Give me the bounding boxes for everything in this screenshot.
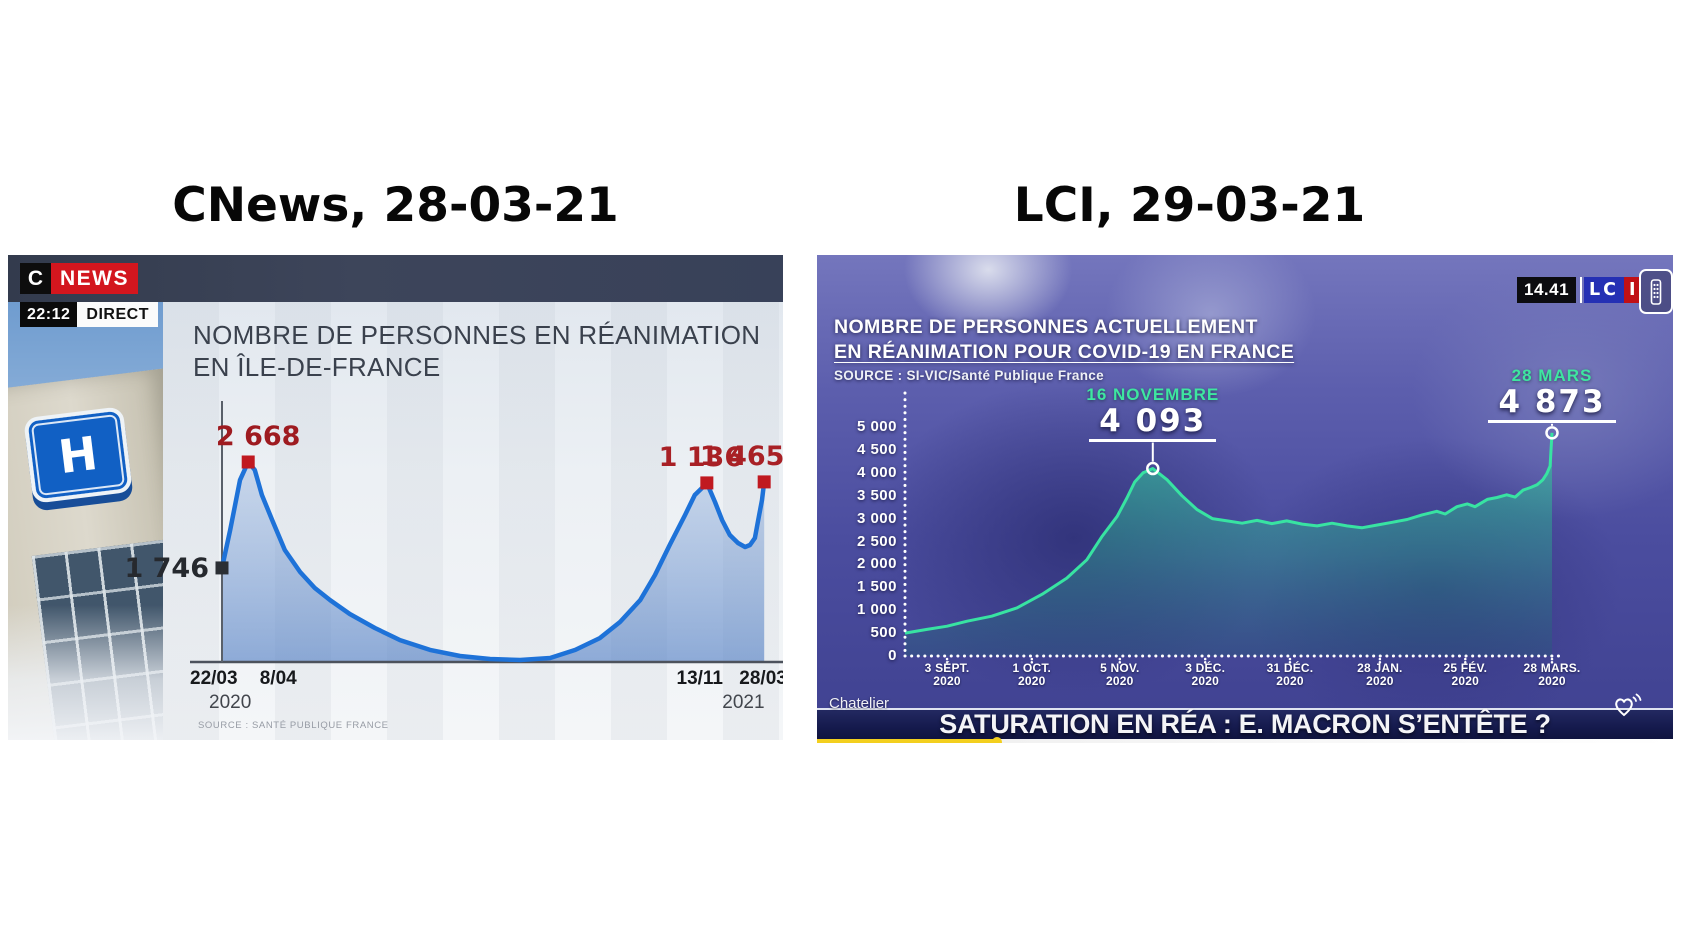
lci-chart bbox=[903, 391, 1567, 667]
chart-source: SOURCE : SANTÉ PUBLIQUE FRANCE bbox=[198, 720, 389, 731]
peak-date-label: 16 NOVEMBRE bbox=[1086, 384, 1220, 404]
cnews-topbar: C NEWS bbox=[8, 255, 783, 302]
chart-title: NOMBRE DE PERSONNES ACTUELLEMENT EN RÉAN… bbox=[834, 315, 1294, 365]
x-axis-label: 22/03 bbox=[190, 668, 238, 689]
x-axis-label: 8/04 bbox=[259, 668, 297, 689]
peak-value-label: 4 873 bbox=[1488, 385, 1616, 423]
ticker-progress-dot bbox=[991, 737, 1002, 743]
cnews-logo-news: NEWS bbox=[51, 263, 138, 294]
data-point-label: 1 465 bbox=[699, 440, 783, 472]
peak-date-label: 28 MARS bbox=[1511, 365, 1593, 385]
x-axis-label: 5 NOV. 2020 bbox=[1100, 661, 1140, 688]
y-axis-label: 4 000 bbox=[856, 463, 897, 481]
y-axis-label: 500 bbox=[870, 624, 897, 642]
caption-lci: LCI, 29-03-21 bbox=[1013, 178, 1366, 233]
cnews-logo: C NEWS bbox=[20, 263, 138, 294]
data-point-label: 2 668 bbox=[215, 421, 301, 452]
chart-title: NOMBRE DE PERSONNES EN RÉANIMATION EN ÎL… bbox=[193, 319, 760, 383]
x-axis-labels: 3 SÉPT. 2020 1 OCT. 2020 5 NOV. 2020 3 DÉC. 202… bbox=[817, 255, 1673, 743]
chart-title-line1: NOMBRE DE PERSONNES ACTUELLEMENT bbox=[834, 316, 1258, 338]
x-axis-label: 28/03 bbox=[739, 668, 783, 689]
cnews-chart bbox=[190, 401, 783, 664]
y-axis-labels: 5 000 4 500 4 000 3 500 3 000 2 500 2 000 1 500… bbox=[817, 255, 1673, 743]
cnews-logo-c: C bbox=[20, 263, 51, 294]
ticker-progress-fill bbox=[817, 739, 997, 743]
chart-title-line2: EN RÉANIMATION POUR COVID-19 EN FRANCE bbox=[834, 341, 1295, 363]
heart-icon bbox=[1611, 691, 1643, 724]
x-axis-year: 2020 bbox=[209, 692, 252, 713]
x-axis-label: 3 SÉPT. 2020 bbox=[924, 661, 970, 688]
lci-screenshot: NOMBRE DE PERSONNES ACTUELLEMENT EN RÉAN… bbox=[817, 255, 1673, 743]
data-point-label: 1 136 bbox=[658, 441, 744, 473]
y-axis-label: 2 500 bbox=[856, 532, 897, 550]
lci-logo-red: I bbox=[1624, 277, 1641, 303]
x-axis-label: 1 OCT. 2020 bbox=[1012, 661, 1052, 688]
chart-title-line1: NOMBRE DE PERSONNES EN RÉANIMATION bbox=[193, 320, 761, 350]
y-axis-label: 0 bbox=[888, 647, 897, 664]
peak-annotation: 16 NOVEMBRE 4 093 bbox=[1043, 385, 1263, 442]
remote-control-icon bbox=[1639, 269, 1673, 314]
x-axis-label: 13/11 bbox=[676, 668, 724, 689]
peak-value-label: 4 093 bbox=[1089, 404, 1217, 442]
y-axis-label: 1 000 bbox=[856, 601, 897, 619]
y-axis-label: 3 500 bbox=[856, 486, 897, 504]
cnews-screenshot: H NOMBRE DE PERSONNES EN RÉANIMATION EN … bbox=[8, 255, 783, 740]
x-axis-label: 3 DÉC. 2020 bbox=[1185, 661, 1226, 688]
x-axis-year: 2021 bbox=[722, 692, 765, 713]
chart-annotations: 16 NOVEMBRE 4 093 28 MARS 4 873 bbox=[817, 255, 1673, 743]
caption-cnews: CNews, 28-03-21 bbox=[172, 178, 619, 233]
y-axis-label: 5 000 bbox=[856, 418, 897, 435]
lci-logo-blue: LC bbox=[1584, 277, 1624, 303]
x-axis-label: 28 MARS. 2020 bbox=[1523, 661, 1581, 688]
x-axis-label: 28 JAN. 2020 bbox=[1357, 661, 1403, 688]
ticker-progress-bar bbox=[817, 737, 1673, 743]
hospital-photo: H bbox=[8, 302, 163, 740]
watermark-author: Chatelier bbox=[829, 695, 890, 712]
data-point-label: 1 746 bbox=[124, 552, 209, 584]
x-axis-label: 25 FÉV. 2020 bbox=[1443, 661, 1488, 688]
cnews-badges: 22:12 DIRECT bbox=[20, 302, 158, 327]
clock-badge: 14.41 bbox=[1517, 277, 1577, 303]
clock-logo-divider bbox=[1580, 277, 1582, 303]
chart-source: SOURCE : SI-VIC/Santé Publique France bbox=[834, 368, 1104, 383]
headline-banner: SATURATION EN RÉA : E. MACRON S’ENTÊTE ? bbox=[817, 708, 1673, 739]
y-axis-label: 2 000 bbox=[856, 555, 897, 573]
y-axis-label: 4 500 bbox=[856, 440, 897, 458]
peak-annotation: 28 MARS 4 873 bbox=[1442, 366, 1662, 423]
lci-logo: LC I bbox=[1584, 277, 1641, 303]
live-badge: DIRECT bbox=[77, 302, 158, 327]
x-axis-label: 31 DÉC. 2020 bbox=[1266, 661, 1314, 688]
y-axis-label: 1 500 bbox=[856, 578, 897, 596]
chart-labels: 1 746 2 668 1 136 1 465 22/03 8/04 13/11 28/03 2… bbox=[8, 255, 783, 740]
clock-badge: 22:12 bbox=[20, 302, 78, 327]
y-axis-label: 3 000 bbox=[856, 509, 897, 527]
chart-title-line2: EN ÎLE-DE-FRANCE bbox=[193, 352, 441, 382]
